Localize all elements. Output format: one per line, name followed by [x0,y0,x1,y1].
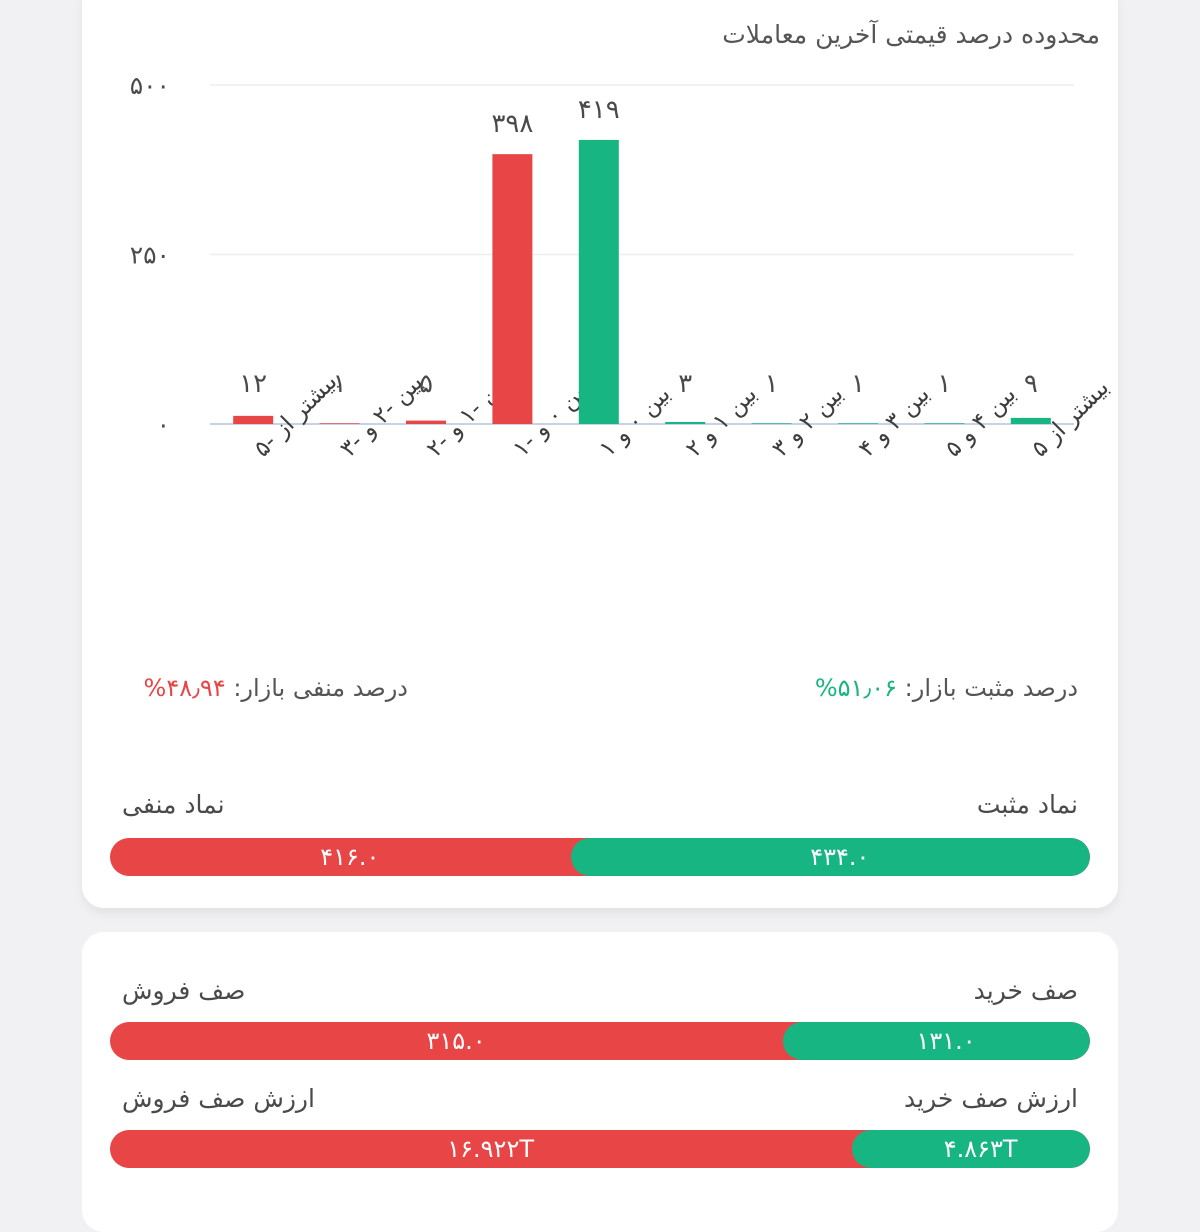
symbols-positive-fill [570,838,1090,876]
bar [751,423,792,424]
queue-amount-ratio-bar: ۱۶.۹۲۲T ۴.۸۶۳T [110,1130,1090,1168]
bar [578,139,619,424]
buy-queue-label: صف خرید [973,976,1078,1005]
market-negative-label: درصد منفی بازار: [233,674,408,702]
queue-ratio-bar: ۳۱۵.۰ ۱۳۱.۰ [110,1022,1090,1060]
bar [319,423,360,424]
sell-queue-value: ۳۱۵.۰ [426,1027,486,1055]
data-label: ۱۲ [239,369,267,399]
buy-amount-fill [852,1130,1090,1168]
negative-symbols-label: نماد منفی [122,790,225,819]
buy-queue-value-label: ارزش صف خرید [904,1084,1078,1113]
y-tick-label: ۵۰۰ [130,71,170,100]
chart-title: محدوده درصد قیمتی آخرین معاملات [722,20,1100,49]
bar [1010,417,1051,424]
symbols-positive-value: ۴۳۴.۰ [810,843,870,871]
data-label: ۱ [765,369,779,399]
bar [924,423,965,424]
data-label: ۹ [1024,369,1038,399]
data-label: ۴۱۹ [578,95,620,125]
x-tick-label: بین ۴ و ۵ [940,381,1021,462]
bar [406,420,446,424]
bar [233,415,274,424]
market-negative-value: ۴۸٫۹۴% [143,674,226,702]
data-label: ۱ [851,369,865,399]
bar [492,154,533,424]
data-label: ۳ [678,369,692,399]
bar [665,421,706,424]
data-label: ۳۹۸ [491,109,533,139]
x-tick-label: بین ۳ و ۴ [854,381,935,462]
data-label: ۵ [419,369,433,399]
positive-symbols-label: نماد مثبت [976,790,1078,819]
y-tick-label: ۲۵۰ [130,241,170,270]
market-positive-percent: درصد مثبت بازار: ۵۱٫۰۶% [815,674,1078,702]
sell-queue-amount: ۱۶.۹۲۲T [447,1135,534,1163]
buy-queue-amount: ۴.۸۶۳T [943,1135,1018,1163]
x-tick-label: بین -۲ و -۳ [335,369,428,462]
sell-queue-label: صف فروش [122,976,246,1005]
x-tick-label: بین ۱ و ۲ [681,381,762,462]
market-positive-label: درصد مثبت بازار: [904,674,1078,702]
y-tick-label: ۰ [157,410,170,439]
sell-queue-value-label: ارزش صف فروش [122,1084,315,1113]
data-label: ۱ [333,369,347,399]
x-tick-label: بین ۲ و ۳ [767,381,848,462]
bar [838,423,878,424]
symbols-ratio-bar: ۴۱۶.۰ ۴۳۴.۰ [110,838,1090,876]
market-negative-percent: درصد منفی بازار: ۴۸٫۹۴% [144,674,409,702]
market-positive-value: ۵۱٫۰۶% [814,674,898,702]
queue-card [82,932,1118,1232]
symbols-negative-value: ۴۱۶.۰ [320,843,380,871]
buy-queue-value: ۱۳۱.۰ [916,1027,976,1055]
data-label: ۱ [937,369,951,399]
buy-queue-fill [783,1022,1090,1060]
